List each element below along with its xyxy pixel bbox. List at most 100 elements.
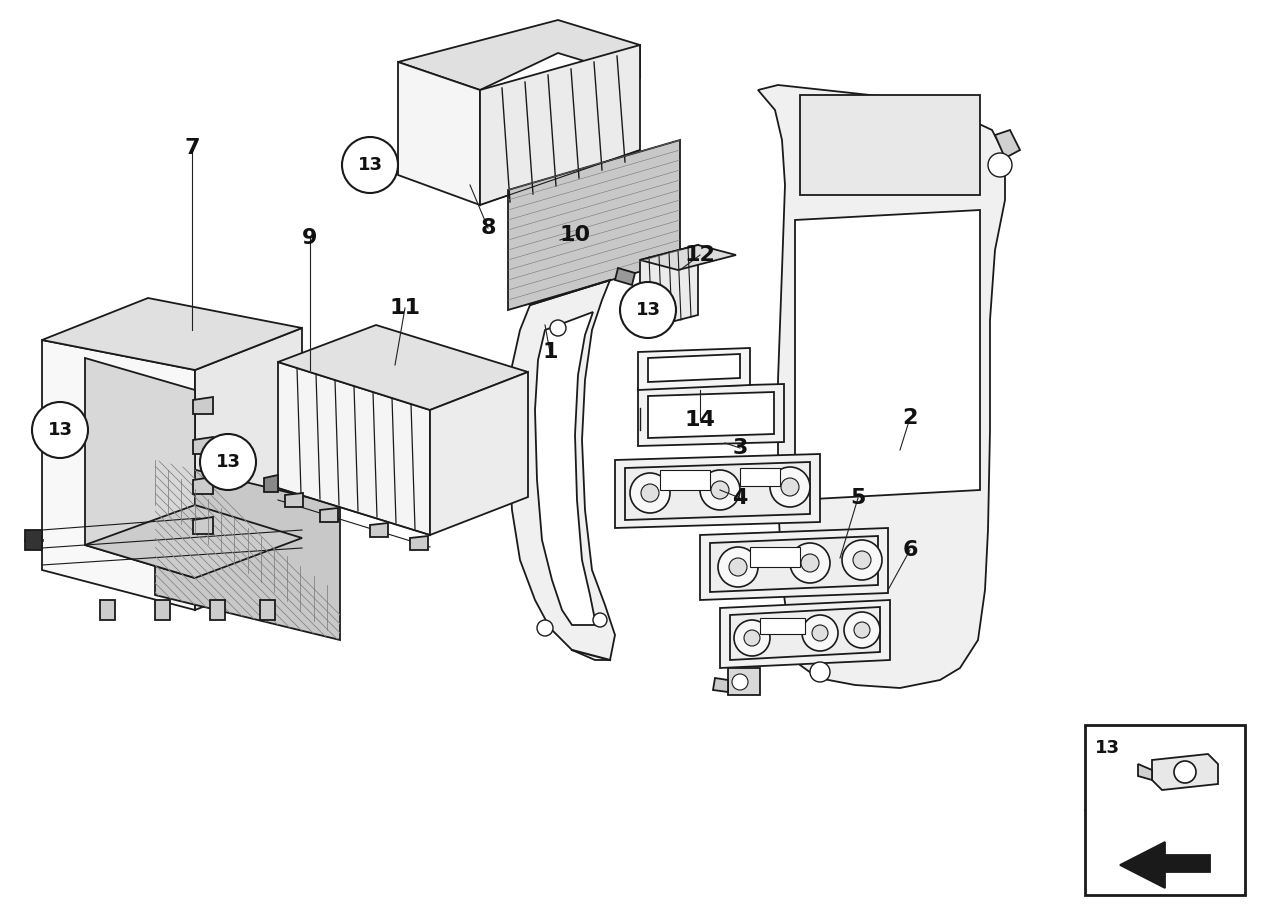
- Polygon shape: [193, 437, 214, 454]
- Polygon shape: [398, 62, 480, 205]
- Text: 10: 10: [560, 225, 591, 245]
- Polygon shape: [85, 358, 196, 578]
- Circle shape: [550, 320, 566, 336]
- Text: 7: 7: [184, 138, 199, 158]
- Circle shape: [810, 662, 830, 682]
- Polygon shape: [638, 384, 784, 446]
- Polygon shape: [193, 397, 214, 414]
- Polygon shape: [193, 477, 214, 494]
- Polygon shape: [430, 372, 528, 535]
- Polygon shape: [85, 505, 302, 578]
- Text: 13: 13: [636, 301, 660, 319]
- Circle shape: [844, 612, 880, 648]
- Polygon shape: [638, 348, 750, 390]
- Circle shape: [700, 470, 740, 510]
- Polygon shape: [411, 536, 429, 550]
- Circle shape: [781, 478, 799, 496]
- Circle shape: [620, 282, 676, 338]
- Polygon shape: [640, 245, 698, 330]
- Polygon shape: [640, 245, 736, 270]
- Polygon shape: [196, 328, 302, 610]
- Text: 13: 13: [358, 156, 382, 174]
- Text: 13: 13: [215, 453, 241, 471]
- Circle shape: [728, 558, 746, 576]
- Polygon shape: [795, 210, 979, 500]
- Polygon shape: [535, 312, 596, 625]
- Circle shape: [842, 540, 882, 580]
- Bar: [750, 547, 801, 567]
- Polygon shape: [154, 460, 340, 640]
- Text: 13: 13: [1095, 739, 1120, 757]
- Text: 11: 11: [390, 298, 421, 318]
- Text: 3: 3: [732, 438, 748, 458]
- Polygon shape: [154, 600, 170, 620]
- Circle shape: [790, 543, 830, 583]
- Polygon shape: [1152, 754, 1218, 790]
- Circle shape: [853, 551, 871, 569]
- Circle shape: [641, 484, 659, 502]
- Polygon shape: [210, 600, 225, 620]
- Bar: [740, 468, 780, 486]
- Polygon shape: [284, 493, 302, 507]
- Polygon shape: [264, 475, 278, 492]
- Polygon shape: [369, 523, 387, 537]
- Polygon shape: [730, 607, 880, 660]
- Text: 5: 5: [851, 488, 866, 508]
- Circle shape: [631, 473, 671, 513]
- Polygon shape: [278, 362, 430, 535]
- Circle shape: [770, 467, 810, 507]
- Circle shape: [744, 630, 761, 646]
- Text: 12: 12: [685, 245, 716, 265]
- Polygon shape: [368, 148, 393, 165]
- Polygon shape: [100, 600, 115, 620]
- Circle shape: [855, 622, 870, 638]
- Text: 14: 14: [685, 410, 716, 430]
- Polygon shape: [193, 517, 214, 534]
- Polygon shape: [801, 95, 979, 195]
- Polygon shape: [260, 600, 275, 620]
- Circle shape: [801, 554, 819, 572]
- Polygon shape: [995, 130, 1021, 158]
- Polygon shape: [1138, 764, 1152, 780]
- Text: 6: 6: [902, 540, 918, 560]
- Text: 13: 13: [48, 421, 72, 439]
- Text: 9: 9: [302, 228, 318, 248]
- Circle shape: [593, 613, 607, 627]
- Polygon shape: [719, 600, 891, 668]
- Polygon shape: [713, 678, 728, 692]
- Bar: [761, 618, 804, 634]
- Polygon shape: [320, 508, 338, 522]
- Polygon shape: [24, 530, 42, 550]
- Circle shape: [988, 153, 1012, 177]
- Polygon shape: [42, 340, 196, 610]
- Circle shape: [718, 547, 758, 587]
- Text: 1: 1: [542, 342, 557, 362]
- Circle shape: [537, 620, 553, 636]
- Polygon shape: [647, 392, 773, 438]
- Text: 8: 8: [480, 218, 495, 238]
- Polygon shape: [700, 528, 888, 600]
- Polygon shape: [615, 268, 634, 285]
- Circle shape: [732, 674, 748, 690]
- Polygon shape: [508, 280, 615, 660]
- Text: 2: 2: [902, 408, 918, 428]
- Polygon shape: [647, 354, 740, 382]
- Polygon shape: [758, 85, 1005, 688]
- Circle shape: [734, 620, 770, 656]
- Polygon shape: [615, 454, 820, 528]
- Circle shape: [710, 481, 728, 499]
- Circle shape: [342, 137, 398, 193]
- Polygon shape: [728, 668, 761, 695]
- Bar: [660, 470, 710, 490]
- Polygon shape: [710, 536, 878, 592]
- Bar: [1085, 725, 1245, 895]
- Polygon shape: [42, 298, 302, 370]
- Circle shape: [32, 402, 88, 458]
- Circle shape: [199, 434, 256, 490]
- Polygon shape: [278, 325, 528, 410]
- Circle shape: [802, 615, 838, 651]
- Polygon shape: [625, 462, 810, 520]
- Circle shape: [1174, 761, 1196, 783]
- Polygon shape: [480, 45, 640, 205]
- Polygon shape: [398, 20, 640, 90]
